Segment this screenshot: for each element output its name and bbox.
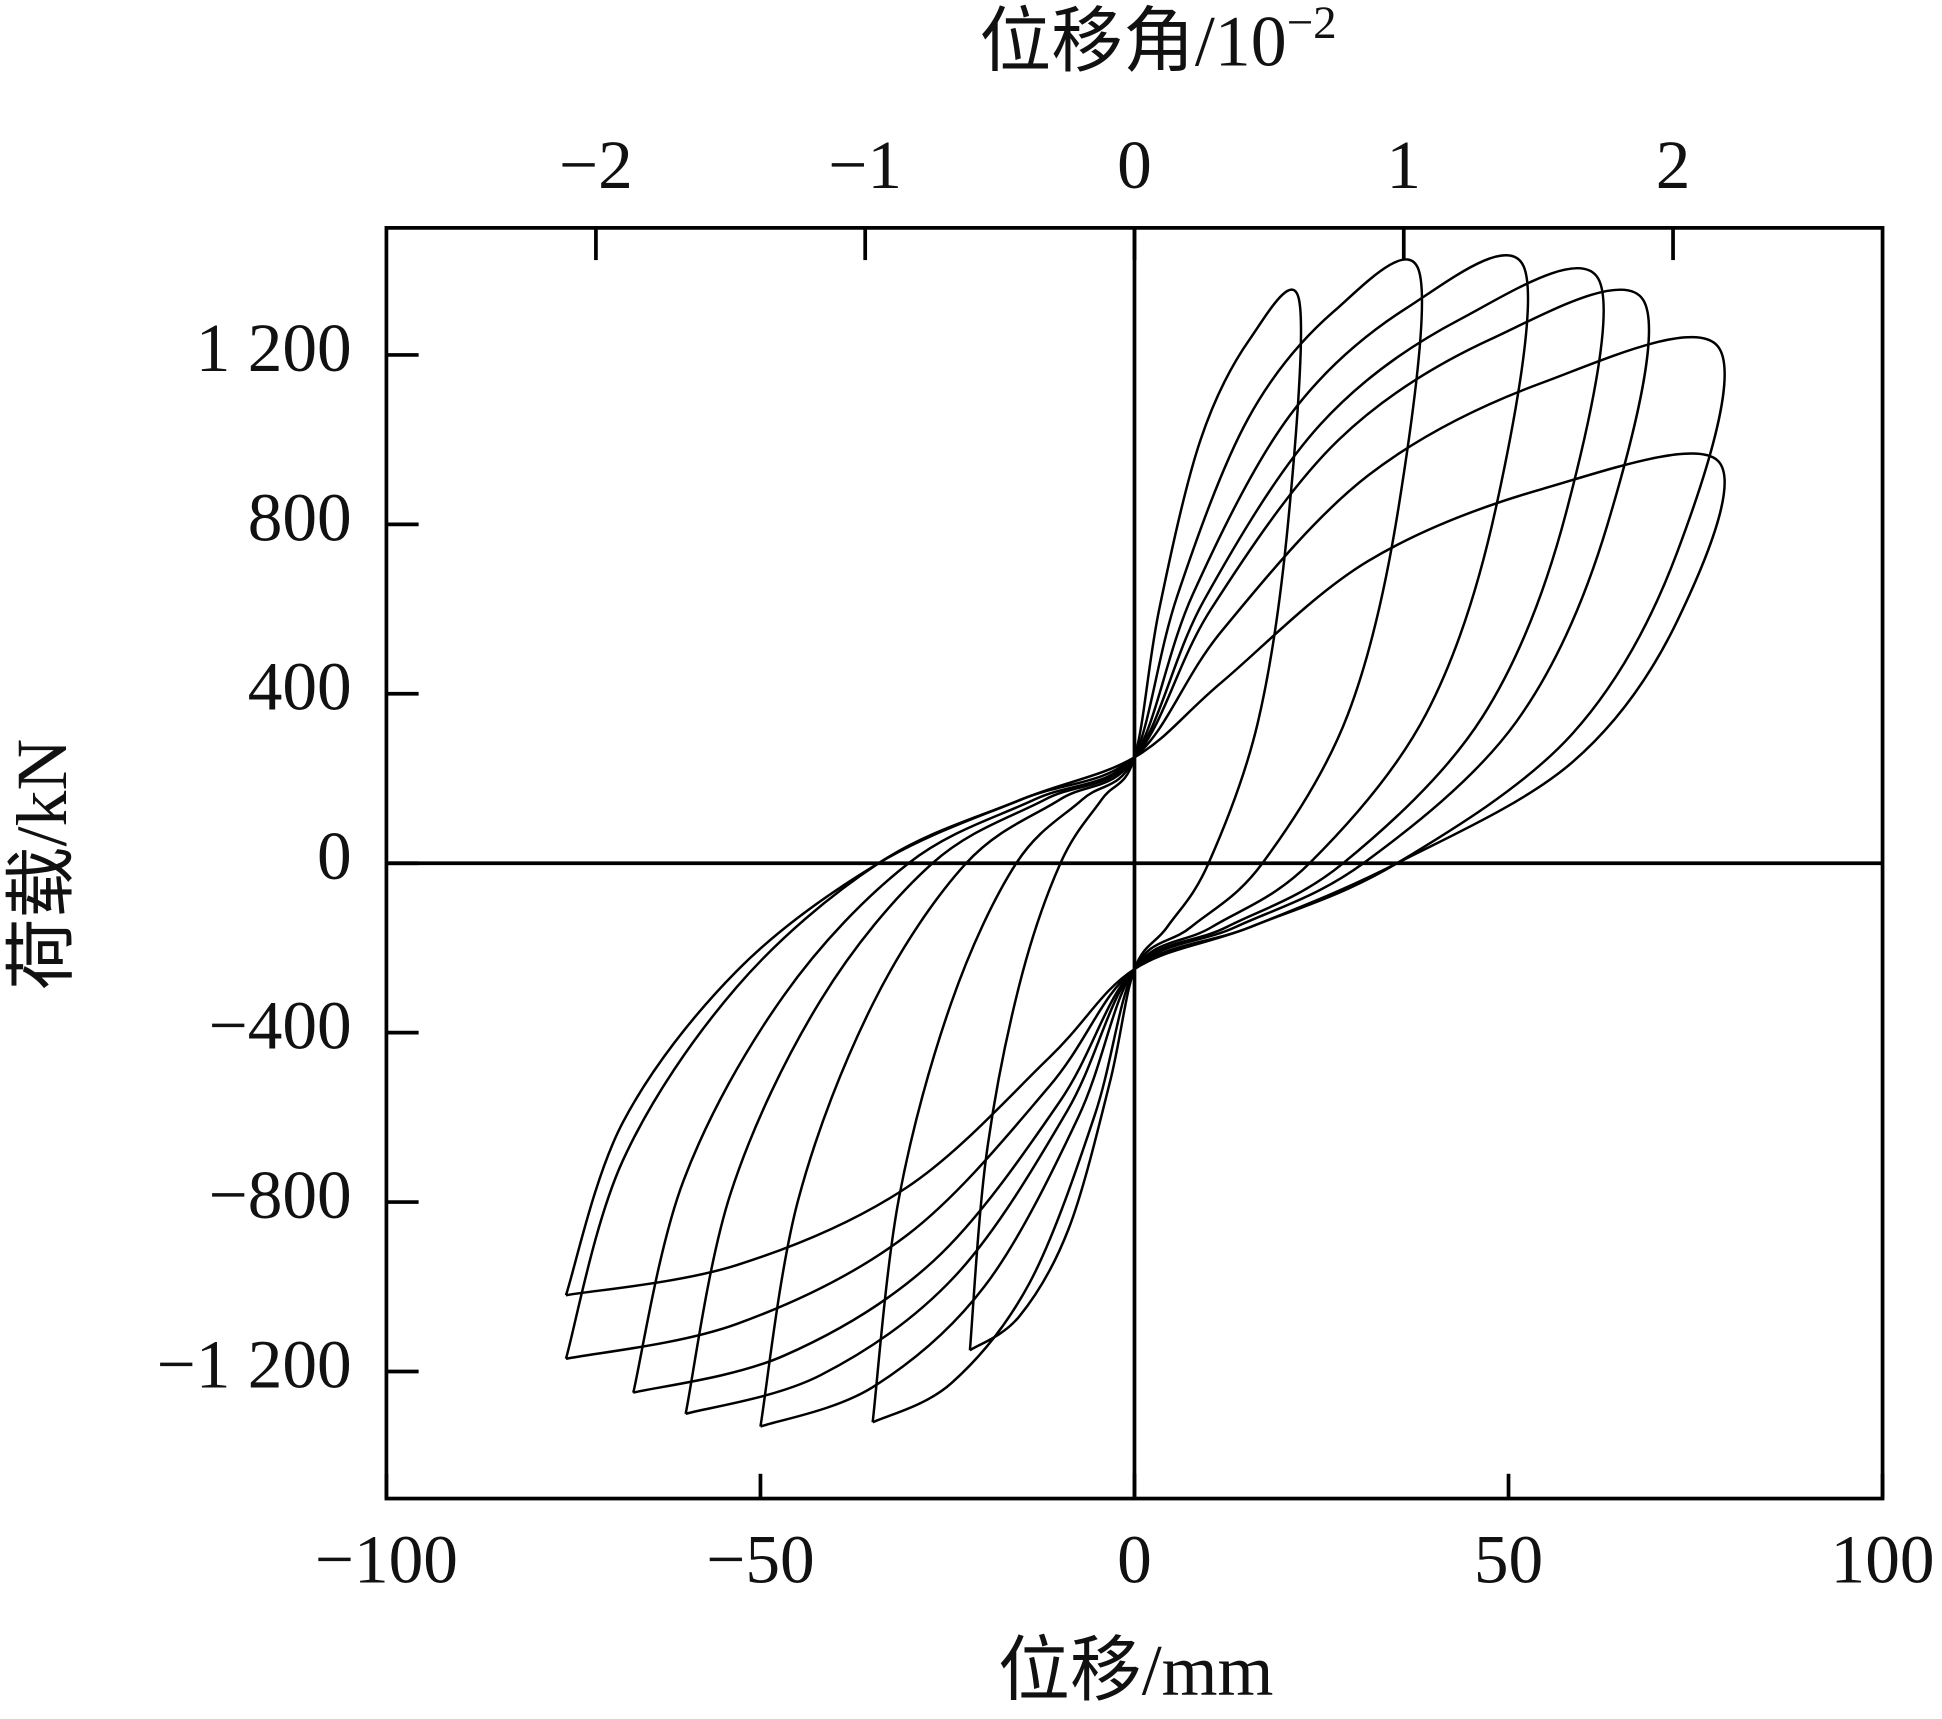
y-axis-title: 荷载/kN <box>2 739 82 990</box>
x-tick-label: −50 <box>706 1522 814 1599</box>
hysteresis-loop <box>632 288 1651 1394</box>
y-tick-label: 1 200 <box>196 310 352 387</box>
y-tick-label: 800 <box>248 479 352 556</box>
top-tick-label: −1 <box>828 127 902 204</box>
plot-frame <box>384 226 1885 1501</box>
top-axis-title-exponent: −2 <box>1287 0 1337 49</box>
top-tick-label: 1 <box>1386 127 1421 204</box>
top-axis-title-text: 位移角/10 <box>979 2 1286 82</box>
hysteresis-loop <box>684 266 1605 1416</box>
hysteresis-loop <box>564 452 1726 1297</box>
hysteresis-loop <box>968 288 1303 1352</box>
y-tick-label: −1 200 <box>157 1326 352 1403</box>
x-tick-label: 0 <box>1117 1522 1152 1599</box>
x-axis-title: 位移/mm <box>998 1631 1273 1711</box>
top-axis-title: 位移角/10−2 <box>979 0 1336 82</box>
top-tick-label: 0 <box>1117 127 1152 204</box>
hysteresis-loop <box>871 258 1424 1424</box>
y-tick-label: −400 <box>209 988 352 1065</box>
top-tick-label: 2 <box>1656 127 1691 204</box>
hysteresis-loop <box>564 335 1726 1360</box>
x-tick-label: 50 <box>1474 1522 1543 1599</box>
hysteresis-loop <box>759 253 1530 1428</box>
x-tick-label: −100 <box>315 1522 458 1599</box>
y-tick-label: 400 <box>248 649 352 726</box>
x-tick-label: 100 <box>1831 1522 1935 1599</box>
y-tick-label: 0 <box>317 818 352 895</box>
y-tick-label: −800 <box>209 1157 352 1234</box>
top-tick-label: −2 <box>559 127 633 204</box>
